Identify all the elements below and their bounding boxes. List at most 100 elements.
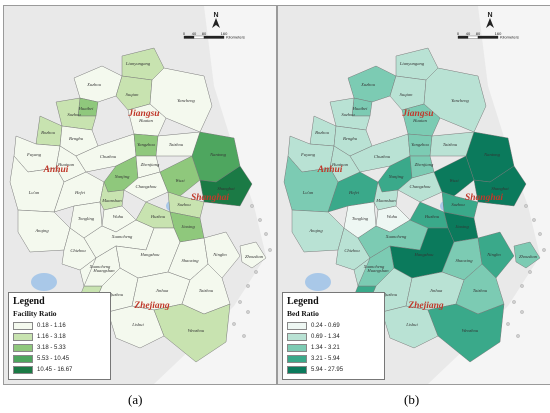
legend-swatch — [13, 321, 33, 330]
city-label: Yancheng — [177, 98, 195, 103]
legend-label: 1.16 - 3.18 — [37, 333, 66, 340]
city-label: Huainan — [57, 162, 75, 167]
city-label: Bozhou — [315, 130, 329, 135]
city-region — [83, 245, 121, 287]
island — [520, 284, 524, 288]
island — [258, 218, 262, 222]
legend-b: Legend Bed Ratio 0.24 - 0.69 0.69 - 1.34 1… — [282, 292, 385, 380]
city-label: Nantong — [483, 152, 501, 157]
legend-subtitle: Bed Ratio — [287, 309, 319, 318]
city-label: Xuancheng — [363, 264, 385, 269]
city-region — [427, 303, 505, 363]
city-label: Ningbo — [486, 252, 501, 257]
caption-a: (a) — [128, 392, 143, 407]
city-label: Shaoxing — [181, 258, 199, 263]
city-region — [441, 191, 479, 219]
island — [232, 322, 236, 326]
island — [524, 204, 528, 208]
city-label: Chuzhou — [374, 154, 391, 159]
city-region — [477, 231, 515, 279]
city-label: Huainan — [331, 162, 349, 167]
north-arrow-icon — [212, 18, 220, 28]
city-label: Lishui — [405, 322, 418, 327]
city-label: Xuancheng — [385, 234, 407, 239]
city-region — [513, 241, 541, 269]
city-label: Hefei — [74, 190, 86, 195]
city-label: Yangzhou — [411, 142, 429, 147]
city-region — [239, 241, 267, 269]
city-label: Hefei — [348, 190, 360, 195]
city-label: Huzhou — [150, 214, 166, 219]
map-panel-b: Xuzhou Lianyungang Suqian Huaibei Suzhou Bozh… — [277, 5, 550, 385]
city-label: Chizhou — [344, 248, 360, 253]
city-label: Xuancheng — [111, 234, 133, 239]
legend-swatch — [13, 365, 33, 374]
poyang-lake — [305, 273, 331, 291]
city-label: Chuzhou — [100, 154, 117, 159]
city-label: Huangshan — [366, 268, 389, 273]
city-label: Wuhu — [387, 214, 398, 219]
legend-row: 3.21 - 5.94 — [287, 353, 380, 364]
city-label: Wuxi — [175, 178, 185, 183]
caption-b: (b) — [404, 392, 420, 407]
city-label: Hangzhou — [140, 252, 161, 257]
legend-row: 0.69 - 1.34 — [287, 331, 380, 342]
city-label: Suzhou — [67, 112, 81, 117]
island — [532, 218, 536, 222]
legend-swatch — [287, 354, 307, 363]
legend-row: 0.18 - 1.16 — [13, 320, 106, 331]
legend-row: 1.16 - 3.18 — [13, 331, 106, 342]
city-label: Huaibei — [352, 106, 369, 111]
island — [254, 270, 258, 274]
scale-tick-label: 160 — [495, 31, 502, 36]
city-label: Wenzhou — [188, 328, 205, 333]
city-label: Tongling — [78, 216, 95, 221]
island — [264, 232, 268, 236]
city-label: Yancheng — [451, 98, 469, 103]
city-label: Zhoushan — [519, 254, 538, 259]
legend-subtitle: Facility Ratio — [13, 309, 57, 318]
island — [268, 248, 272, 252]
legend-swatch — [287, 332, 307, 341]
island — [512, 300, 516, 304]
city-label: Wenzhou — [462, 328, 479, 333]
province-label: Anhui — [43, 165, 69, 175]
city-label: Taizhou — [443, 142, 458, 147]
legend-row: 5.53 - 10.45 — [13, 353, 106, 364]
scale-tick-label: 40 — [466, 31, 471, 36]
scale-unit: Kilometers — [226, 34, 245, 39]
legend-swatch — [13, 332, 33, 341]
scale-bar — [457, 35, 499, 39]
city-label: Changzhou — [136, 184, 158, 189]
city-label: Lu'an — [302, 190, 314, 195]
island — [538, 232, 542, 236]
legend-title: Legend — [13, 296, 45, 307]
legend-row: 10.45 - 16.67 — [13, 364, 106, 375]
city-label: Suzhou — [451, 202, 465, 207]
city-label: Quzhou — [383, 292, 398, 297]
city-label: Changzhou — [410, 184, 432, 189]
legend-label: 0.18 - 1.16 — [37, 322, 66, 329]
city-label: Jinhua — [430, 288, 443, 293]
city-label: Jiaxing — [455, 224, 469, 229]
city-label: Ningbo — [212, 252, 227, 257]
city-region — [203, 231, 241, 279]
city-region — [357, 245, 395, 287]
city-label: Huaian — [412, 118, 427, 123]
city-label: Xuzhou — [86, 82, 101, 87]
city-label: Anqing — [308, 228, 323, 233]
city-label: Huangshan — [92, 268, 115, 273]
legend-a: Legend Facility Ratio 0.18 - 1.16 1.16 - … — [8, 292, 111, 380]
city-label: Wuxi — [449, 178, 459, 183]
city-region — [127, 103, 167, 137]
city-label: Taizhou — [169, 142, 184, 147]
island — [246, 284, 250, 288]
province-label: Zhejiang — [133, 301, 170, 311]
island — [528, 270, 532, 274]
island — [242, 334, 246, 338]
city-label: Maanshan — [101, 198, 122, 203]
legend-label: 3.21 - 5.94 — [311, 355, 340, 362]
island — [542, 248, 546, 252]
north-label: N — [213, 12, 218, 19]
